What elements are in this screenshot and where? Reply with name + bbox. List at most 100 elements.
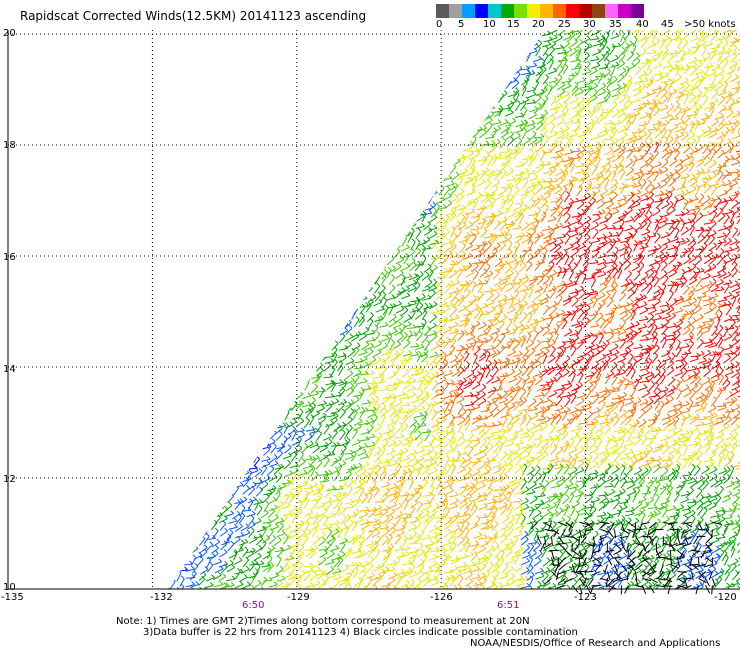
wind-barb (372, 74, 378, 84)
wind-barb (168, 102, 175, 111)
wind-barb-tick (450, 22, 453, 25)
wind-barb (198, 219, 208, 223)
wind-barb (682, 85, 690, 93)
wind-barb (395, 164, 405, 169)
wind-barb (358, 163, 367, 170)
wind-barb (626, 194, 635, 202)
wind-barb-tick (188, 90, 193, 95)
wind-barb-tick (425, 146, 430, 150)
wind-barb (204, 37, 214, 42)
wind-barb-tick (302, 118, 307, 122)
wind-barb-tick (404, 176, 409, 181)
wind-barb (442, 30, 452, 34)
wind-barb (666, 203, 674, 211)
wind-barb (473, 194, 482, 201)
wind-barb (666, 193, 673, 202)
wind-barb (521, 176, 531, 181)
wind-barb (513, 151, 519, 160)
wind-barb (429, 159, 439, 163)
wind-barb-tick (373, 209, 378, 214)
wind-barb (690, 76, 699, 83)
wind-barb (450, 66, 460, 71)
wind-barb-tick (389, 95, 394, 100)
wind-barb-tick (433, 106, 438, 111)
wind-barb (190, 96, 198, 104)
wind-barb-tick (385, 219, 389, 223)
wind-barb-tick (280, 223, 284, 227)
wind-barb (393, 93, 402, 99)
wind-barb-tick (563, 51, 568, 56)
wind-barb (150, 167, 157, 173)
wind-barb (493, 172, 501, 181)
wind-barb-tick (496, 49, 501, 54)
wind-barb-tick (201, 135, 206, 140)
wind-barb-tick (301, 214, 306, 219)
wind-barb-tick (660, 190, 664, 194)
wind-barb (317, 150, 327, 155)
wind-barb-tick (622, 94, 627, 99)
wind-barb (389, 121, 399, 126)
wind-barb-tick (446, 44, 451, 49)
wind-barb (703, 222, 713, 225)
wind-barb (183, 57, 193, 63)
wind-barb (571, 67, 581, 70)
wind-barb-tick (356, 163, 361, 167)
wind-barb-tick (176, 138, 181, 143)
wind-barb-tick (185, 44, 190, 49)
wind-barb-tick (607, 67, 611, 72)
wind-barb (246, 127, 256, 131)
wind-barb (168, 131, 169, 139)
wind-barb (680, 110, 687, 119)
wind-barb-tick (638, 222, 642, 227)
wind-barb-tick (606, 46, 611, 51)
wind-barb-tick (497, 36, 501, 41)
wind-barb-tick (576, 101, 581, 106)
wind-barb (184, 220, 191, 229)
wind-barb-tick (274, 111, 279, 115)
wind-barb-tick (415, 161, 420, 166)
wind-barb-tick (636, 52, 640, 57)
wind-barb (171, 83, 180, 90)
wind-barb (652, 152, 659, 161)
wind-barb-tick (614, 163, 619, 168)
wind-barb-tick (243, 59, 248, 64)
wind-barb (554, 37, 563, 43)
wind-barb-tick (594, 102, 599, 107)
wind-barb (242, 152, 249, 161)
wind-barb-tick (506, 182, 511, 187)
wind-barb-tick (336, 151, 341, 155)
wind-barb (458, 91, 467, 99)
wind-barb-tick (279, 128, 283, 133)
wind-barb (409, 48, 416, 57)
wind-barb-tick (157, 78, 160, 81)
wind-barb (444, 134, 452, 142)
wind-barb (470, 41, 477, 50)
wind-barb-tick (209, 213, 214, 218)
wind-barb (550, 209, 558, 217)
wind-barb-tick (670, 103, 675, 108)
wind-barb-tick (204, 53, 209, 58)
wind-barb (176, 186, 186, 190)
wind-barb-tick (326, 75, 331, 80)
wind-barb-tick (345, 134, 349, 139)
wind-barb-tick (623, 104, 627, 109)
wind-barb (717, 49, 726, 56)
wind-barb (568, 178, 575, 187)
wind-barb (618, 70, 627, 77)
wind-barb-tick (546, 192, 551, 197)
wind-barb (192, 55, 199, 64)
wind-barb-tick (478, 125, 483, 130)
wind-barb (533, 152, 539, 161)
wind-barb (466, 130, 476, 133)
wind-barb (611, 129, 618, 139)
wind-barb (514, 93, 520, 103)
wind-barb-tick (686, 140, 691, 144)
wind-barb-tick (665, 193, 670, 198)
wind-barb-tick (218, 133, 223, 138)
wind-barb-tick (281, 82, 286, 86)
wind-barb (582, 167, 589, 176)
wind-barb (603, 122, 613, 125)
wind-barb-tick (414, 163, 418, 168)
wind-barb (316, 92, 326, 97)
wind-barb-tick (338, 178, 342, 183)
